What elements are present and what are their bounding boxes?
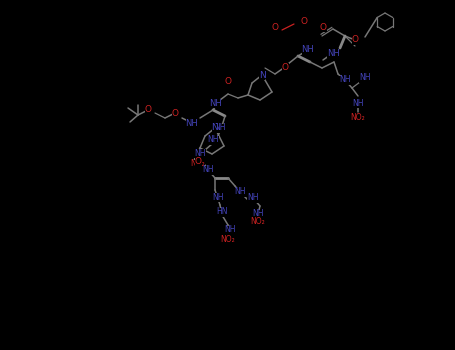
Text: HN: HN <box>216 208 228 217</box>
Text: NH: NH <box>234 188 246 196</box>
Text: NH: NH <box>186 119 198 127</box>
Text: NO₂: NO₂ <box>191 160 205 168</box>
Text: O: O <box>194 158 202 167</box>
Text: NO₂: NO₂ <box>351 113 365 122</box>
Text: NH: NH <box>212 193 224 202</box>
Text: NH: NH <box>207 135 219 145</box>
Text: NH: NH <box>209 98 222 107</box>
Text: NO₂: NO₂ <box>221 236 235 245</box>
Text: O: O <box>172 108 178 118</box>
Text: NH: NH <box>224 225 236 234</box>
Text: O: O <box>272 23 278 33</box>
Text: O: O <box>145 105 152 114</box>
Text: O: O <box>300 18 308 27</box>
Text: N: N <box>258 70 265 79</box>
Text: NH: NH <box>327 49 339 57</box>
Text: NH: NH <box>302 46 314 55</box>
Text: NH: NH <box>202 166 214 175</box>
Text: O: O <box>282 63 288 71</box>
Text: NH: NH <box>359 74 371 83</box>
Text: N: N <box>212 124 218 133</box>
Text: NH: NH <box>247 194 259 203</box>
Text: NH: NH <box>194 148 206 158</box>
Text: O: O <box>352 35 359 44</box>
Text: O: O <box>319 22 327 32</box>
Text: NH: NH <box>352 98 364 107</box>
Text: O: O <box>224 77 232 86</box>
Text: NH: NH <box>214 124 226 133</box>
Text: NO₂: NO₂ <box>251 217 265 226</box>
Text: NH: NH <box>339 76 351 84</box>
Text: NH: NH <box>252 210 264 218</box>
